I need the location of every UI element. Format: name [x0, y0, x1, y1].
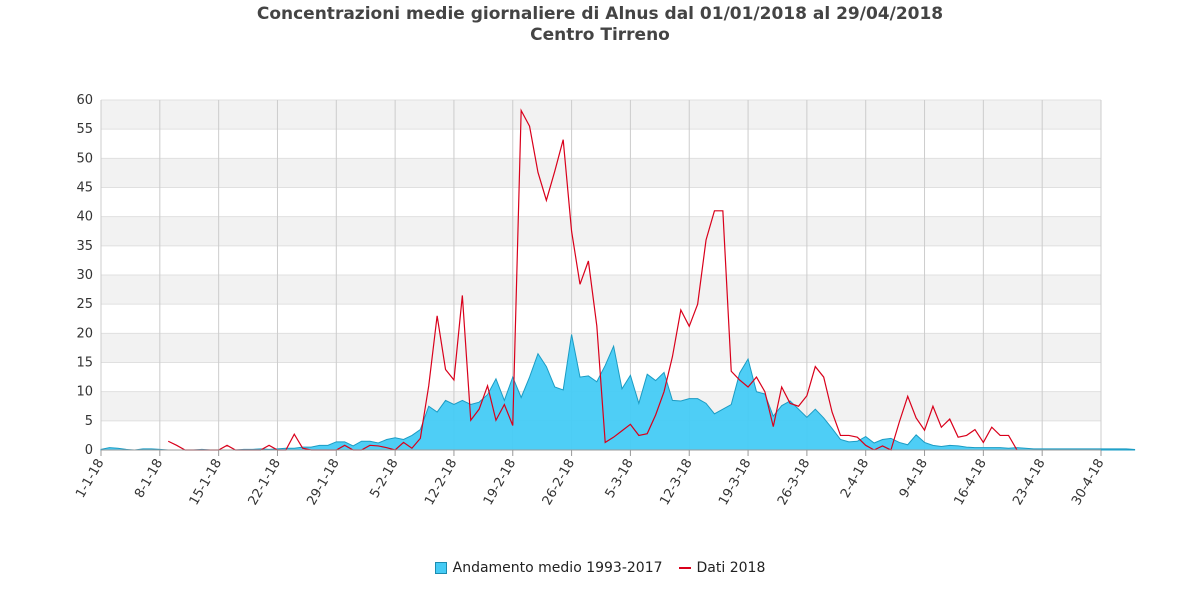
y-tick-label: 60 — [76, 93, 93, 108]
x-tick-label: 12-3-18 — [657, 457, 695, 508]
y-tick-label: 40 — [76, 210, 93, 225]
x-tick-label: 12-2-18 — [422, 457, 460, 508]
chart-title-block: Concentrazioni medie giornaliere di Alnu… — [0, 4, 1200, 46]
x-tick-label: 30-4-18 — [1069, 457, 1107, 508]
legend-line-swatch — [678, 567, 691, 569]
area-series-andamento-medio — [100, 334, 1136, 451]
x-tick-label: 15-1-18 — [187, 457, 225, 508]
x-tick-label: 23-4-18 — [1010, 457, 1048, 508]
y-tick-label: 35 — [76, 239, 93, 254]
legend-area-swatch — [434, 562, 447, 574]
y-tick-label: 10 — [76, 385, 93, 400]
grid-band — [101, 275, 1101, 305]
x-tick-label: 5-2-18 — [367, 457, 401, 501]
x-tick-label: 29-1-18 — [304, 457, 342, 508]
legend: Andamento medio 1993-2017 Dati 2018 — [0, 560, 1200, 576]
grid-band — [101, 158, 1101, 188]
x-tick-label: 8-1-18 — [132, 457, 166, 501]
legend-item-line[interactable]: Dati 2018 — [678, 560, 766, 576]
legend-area-label: Andamento medio 1993-2017 — [452, 560, 663, 576]
grid-band — [101, 216, 1101, 246]
y-tick-label: 0 — [85, 443, 93, 458]
legend-item-area[interactable]: Andamento medio 1993-2017 — [434, 560, 663, 576]
x-tick-label: 26-3-18 — [775, 457, 813, 508]
y-tick-label: 45 — [76, 181, 93, 196]
y-tick-label: 50 — [76, 151, 93, 166]
y-tick-label: 20 — [76, 326, 93, 341]
y-tick-label: 15 — [76, 356, 93, 371]
x-tick-label: 19-3-18 — [716, 457, 754, 508]
x-tick-label: 5-3-18 — [603, 457, 637, 501]
legend-line-label: Dati 2018 — [696, 560, 766, 576]
x-tick-label: 1-1-18 — [73, 457, 107, 501]
y-tick-label: 5 — [85, 414, 93, 429]
x-tick-label: 16-4-18 — [951, 457, 989, 508]
y-tick-label: 55 — [76, 122, 93, 137]
x-tick-label: 22-1-18 — [246, 457, 284, 508]
chart-title: Concentrazioni medie giornaliere di Alnu… — [256, 4, 944, 24]
y-tick-label: 25 — [76, 297, 93, 312]
x-tick-label: 2-4-18 — [838, 457, 872, 501]
x-tick-label: 26-2-18 — [540, 457, 578, 508]
y-tick-label: 30 — [76, 268, 93, 283]
chart-subtitle: Centro Tirreno — [530, 25, 670, 45]
x-tick-label: 9-4-18 — [897, 457, 931, 501]
grid-band — [101, 100, 1101, 130]
x-tick-label: 19-2-18 — [481, 457, 519, 508]
grid-band — [101, 333, 1101, 363]
